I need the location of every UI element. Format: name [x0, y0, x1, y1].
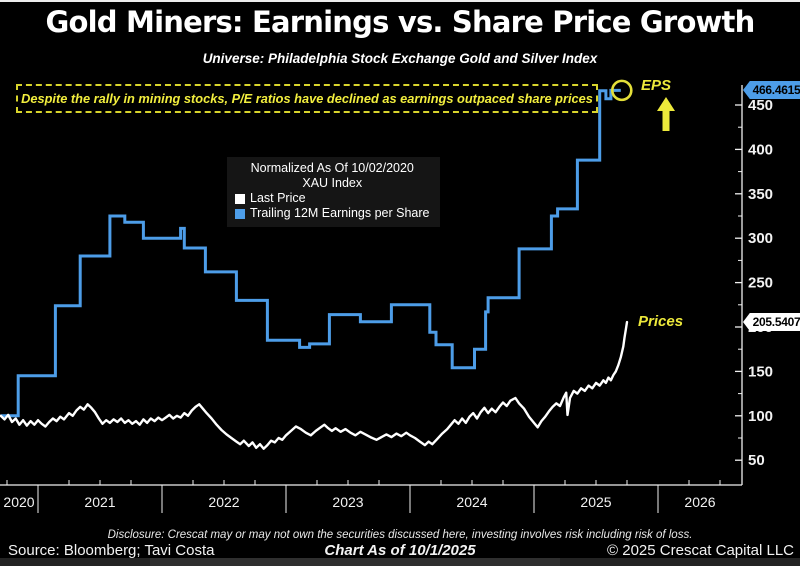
- y-axis-tick-label: 450: [748, 97, 773, 114]
- x-axis-year-label: 2022: [208, 494, 239, 510]
- eps-value-tag: 466.4615: [743, 81, 800, 99]
- chart-legend: Normalized As Of 10/02/2020 XAU Index La…: [227, 157, 440, 227]
- x-axis-year-label: 2021: [84, 494, 115, 510]
- disclosure-text: Disclosure: Crescat may or may not own t…: [107, 529, 693, 541]
- prices-series-label: Prices: [638, 313, 684, 330]
- legend-index-line: XAU Index: [302, 176, 363, 190]
- eps-series-label: EPS: [641, 77, 672, 94]
- x-axis-year-label: 2025: [580, 494, 611, 510]
- y-axis-tick-label: 400: [748, 141, 773, 158]
- bottom-strip: [0, 558, 800, 566]
- annotation-text: Despite the rally in mining stocks, P/E …: [21, 91, 593, 106]
- top-border-line: [0, 0, 800, 2]
- annotation-callout: Despite the rally in mining stocks, P/E …: [16, 84, 598, 113]
- y-axis-tick-label: 350: [748, 186, 773, 203]
- up-arrow-icon: [657, 97, 675, 131]
- legend-item-last-price: Last Price: [235, 191, 430, 206]
- y-axis-tick-label: 50: [748, 452, 765, 469]
- x-axis-year-label: 2023: [332, 494, 363, 510]
- y-axis-tick-label: 100: [748, 408, 773, 425]
- chart-subtitle: Universe: Philadelphia Stock Exchange Go…: [202, 51, 598, 66]
- x-axis-year-label: 2026: [684, 494, 715, 510]
- y-axis-tick-label: 250: [748, 275, 773, 292]
- price-value-tag: 205.5407: [743, 313, 800, 331]
- x-axis-year-label: 2020: [3, 494, 34, 510]
- last-price-swatch: [235, 193, 245, 204]
- legend-normalized-line: Normalized As Of 10/02/2020: [250, 161, 414, 175]
- trailing-eps-swatch: [235, 208, 245, 219]
- page-title: Gold Miners: Earnings vs. Share Price Gr…: [45, 5, 756, 39]
- chart-as-of-text: Chart As of 10/1/2025: [324, 542, 476, 559]
- legend-item-label: Trailing 12M Earnings per Share: [250, 206, 430, 220]
- y-axis-tick-label: 300: [748, 230, 773, 247]
- eps-endpoint-marker: [610, 79, 633, 102]
- bottom-strip-highlight: [150, 558, 560, 566]
- footer-bar: Source: Bloomberg; Tavi Costa Chart As o…: [0, 542, 800, 560]
- copyright-text: © 2025 Crescat Capital LLC: [607, 542, 794, 559]
- legend-item-label: Last Price: [250, 191, 306, 205]
- y-axis-tick-label: 150: [748, 363, 773, 380]
- x-axis-year-label: 2024: [456, 494, 487, 510]
- source-text: Source: Bloomberg; Tavi Costa: [8, 542, 215, 559]
- eps-step-line: [0, 88, 621, 418]
- price-line: [0, 320, 629, 450]
- legend-item-trailing-eps: Trailing 12M Earnings per Share: [235, 206, 430, 221]
